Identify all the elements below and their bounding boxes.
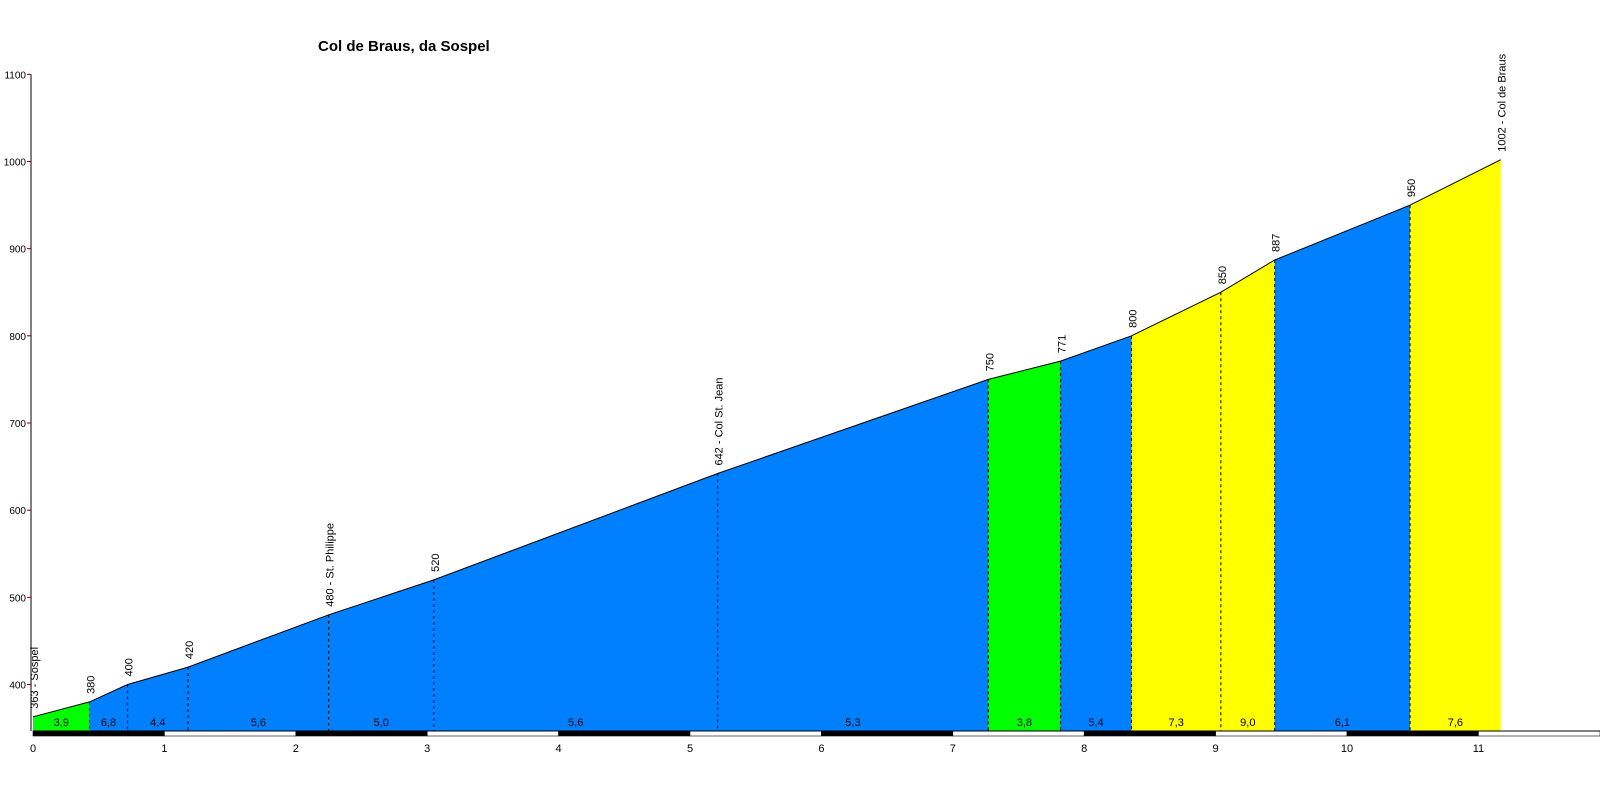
x-tick-label: 6 — [818, 743, 824, 755]
gradient-label: 7,6 — [1448, 717, 1463, 729]
scale-bar-segment — [1346, 730, 1479, 737]
scale-bar-segment — [689, 730, 822, 737]
x-tick-label: 1 — [161, 743, 167, 755]
profile-segment — [433, 473, 718, 731]
gradient-label: 7,3 — [1169, 717, 1184, 729]
x-tick-label: 0 — [30, 743, 36, 755]
gradient-label: 6,8 — [101, 717, 116, 729]
elevation-label: 800 — [1128, 309, 1140, 327]
elevation-label: 400 — [124, 658, 136, 676]
elevation-label: 1002 - Col de Braus — [1497, 53, 1509, 151]
gradient-label: 4,4 — [150, 717, 165, 729]
x-tick-label: 4 — [556, 743, 562, 755]
y-tick-label: 900 — [9, 245, 26, 256]
x-tick-label: 9 — [1213, 743, 1219, 755]
profile-segment — [1131, 292, 1221, 731]
profile-segment — [988, 361, 1061, 731]
scale-bar-segment — [821, 730, 954, 737]
profile-segment — [89, 684, 128, 731]
gradient-label: 5,6 — [251, 717, 266, 729]
elevation-label: 480 - St. Philippe — [325, 523, 337, 607]
x-tick-label: 2 — [293, 743, 299, 755]
scale-bar-segment — [952, 730, 1085, 737]
elevation-label: 642 - Col St. Jean — [714, 377, 726, 465]
y-tick-label: 1100 — [4, 70, 26, 81]
elevation-label: 771 — [1057, 335, 1069, 353]
scale-bar-segment — [1215, 730, 1348, 737]
elevation-label: 750 — [984, 353, 996, 371]
x-tick-label: 7 — [950, 743, 956, 755]
profile-segment — [717, 379, 989, 731]
elevation-label: 380 — [86, 676, 98, 694]
profile-segment — [1220, 260, 1275, 731]
gradient-label: 3,8 — [1017, 717, 1032, 729]
gradient-label: 9,0 — [1240, 717, 1255, 729]
elevation-label: 887 — [1271, 234, 1283, 252]
scale-bar-segment — [558, 730, 691, 737]
y-tick-label: 500 — [9, 593, 26, 604]
scale-bar-segment — [295, 730, 428, 737]
x-tick-label: 11 — [1473, 743, 1484, 755]
scale-bar-segment — [1478, 730, 1600, 737]
scale-bar-segment — [1083, 730, 1216, 737]
gradient-label: 6,1 — [1335, 717, 1350, 729]
gradient-label: 3,9 — [54, 717, 69, 729]
y-tick-label: 400 — [9, 681, 26, 692]
gradient-label: 5,0 — [374, 717, 389, 729]
y-tick-label: 1000 — [4, 157, 27, 168]
profile-segment — [127, 667, 189, 731]
profile-segment — [328, 579, 434, 731]
scale-bar-segment — [426, 730, 559, 737]
scale-bar-segment — [164, 730, 297, 737]
profile-segment — [1410, 159, 1501, 731]
profile-line — [32, 159, 1501, 718]
elevation-label: 950 — [1406, 179, 1418, 197]
y-tick-label: 700 — [9, 419, 26, 430]
y-tick-label: 800 — [9, 332, 26, 343]
elevation-label: 420 — [184, 641, 196, 659]
elevation-label: 520 — [430, 554, 442, 572]
y-tick-label: 600 — [9, 506, 26, 517]
elevation-label: 363 - Sospel — [29, 647, 41, 709]
scale-bar-segment — [32, 730, 165, 737]
elevation-label: 850 — [1217, 266, 1229, 284]
gradient-label: 5,6 — [568, 717, 583, 729]
x-tick-label: 5 — [687, 743, 693, 755]
gradient-label: 5,3 — [845, 717, 860, 729]
x-tick-label: 10 — [1341, 743, 1353, 755]
profile-segment — [188, 614, 329, 731]
profile-segment — [33, 701, 90, 731]
profile-segment — [1060, 335, 1132, 731]
chart-title: Col de Braus, da Sospel — [318, 38, 490, 55]
profile-segment — [1274, 205, 1411, 732]
gradient-label: 5,4 — [1088, 717, 1103, 729]
x-tick-label: 3 — [424, 743, 430, 755]
x-tick-label: 8 — [1081, 743, 1087, 755]
